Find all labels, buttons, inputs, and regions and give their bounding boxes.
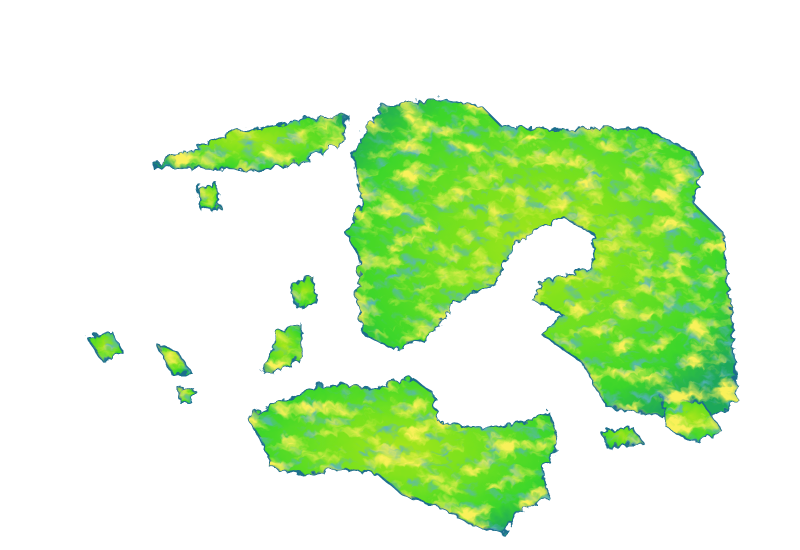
elevation-highlight [85,330,120,358]
elevation-highlight [262,322,300,370]
elevation-highlight [660,395,720,440]
elevation-highlight [245,376,556,532]
elevation-highlight [290,275,315,305]
elevation-highlight [150,113,345,168]
elevation-highlight [345,97,735,420]
elevation-highlight [155,342,190,372]
elevation-highlight [600,425,640,445]
elevation-highlight [195,182,218,208]
elevation-highlight [175,385,192,400]
